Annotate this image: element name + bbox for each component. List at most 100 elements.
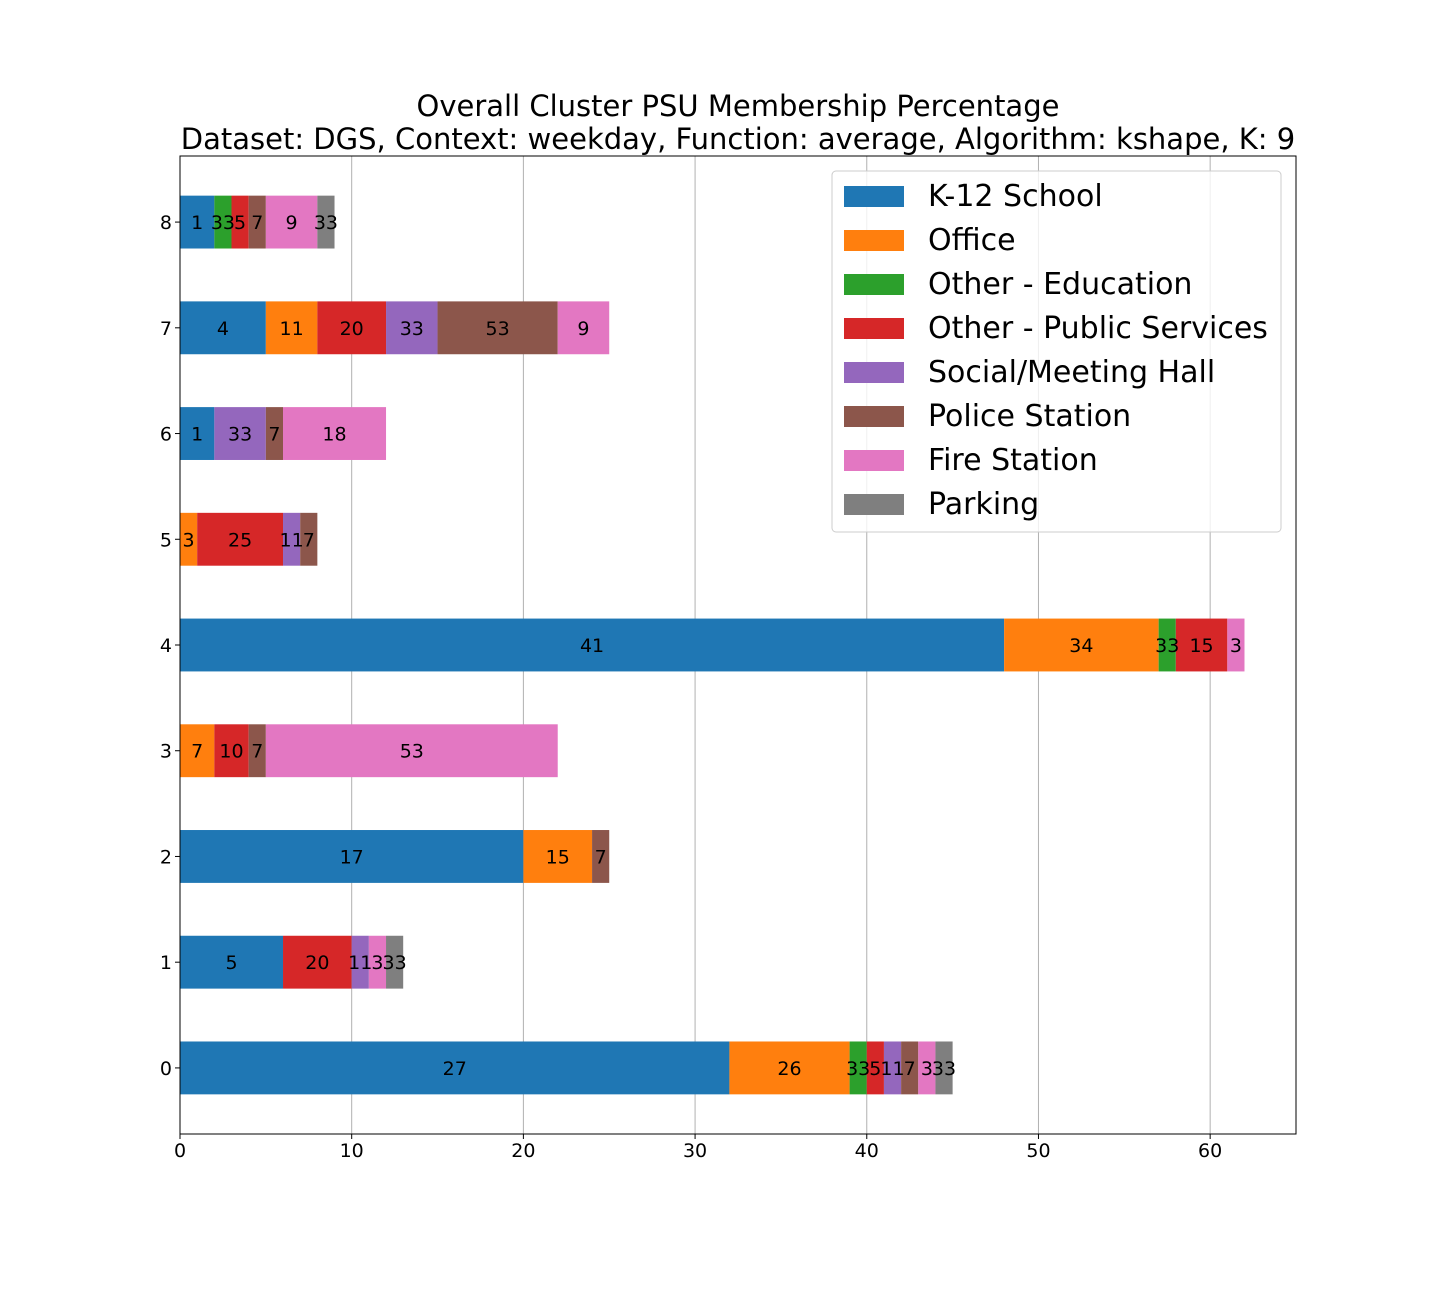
bar-segment: [317, 301, 387, 355]
legend-label: Police Station: [928, 399, 1131, 434]
bar-segment-label: 10: [219, 741, 243, 763]
bar-segment: [866, 1041, 884, 1095]
bar-segment: [180, 512, 198, 566]
bar-segment: [729, 1041, 850, 1095]
bar-segment: [180, 830, 524, 883]
bar-segment: [1004, 618, 1159, 672]
bar-segment-label: 7: [303, 529, 315, 551]
bar-segment-label: 20: [340, 318, 364, 340]
bar-segment-label: 1: [191, 212, 203, 234]
bar-segment-label: 3: [921, 1058, 933, 1080]
bar-segment-label: 53: [486, 318, 510, 340]
bar-segment: [265, 724, 558, 778]
bar-segment-label: 9: [286, 212, 298, 234]
bar-segment-label: 7: [268, 424, 280, 446]
x-tick-label: 10: [340, 1140, 364, 1162]
x-axis: 0 10 20 30 40 50 60: [174, 1134, 1222, 1162]
legend-label: Office: [928, 223, 1016, 258]
bar-segment-label: 34: [1069, 635, 1093, 657]
bar-segment-label: 7: [191, 741, 203, 763]
bar-segment-label: 4: [217, 318, 229, 340]
legend-swatch: [844, 230, 904, 251]
bar-segment: [231, 195, 249, 249]
bar-segment: [437, 301, 558, 355]
x-tick-label: 40: [855, 1140, 879, 1162]
bar-segment: [386, 935, 404, 989]
bar-segment-label: 7: [251, 212, 263, 234]
bar-segment: [883, 1041, 902, 1095]
bar-segment: [265, 301, 318, 355]
y-tick-label: 7: [160, 318, 172, 340]
bar-segment-label: 33: [400, 318, 424, 340]
bar-segment: [1175, 618, 1228, 672]
legend-swatch: [844, 406, 904, 427]
legend-swatch: [844, 274, 904, 295]
bar-segment-label: 11: [348, 952, 372, 974]
bar-segment-label: 33: [383, 952, 407, 974]
bar-segment-label: 20: [305, 952, 329, 974]
bar-segment-label: 33: [846, 1058, 870, 1080]
legend-swatch: [844, 494, 904, 515]
bar-segment: [180, 724, 215, 778]
bar-segment: [300, 512, 318, 566]
bar-segment: [180, 301, 266, 355]
bar-segment-label: 25: [228, 529, 252, 551]
bar-segment: [214, 407, 266, 460]
bar-segment: [901, 1041, 919, 1095]
legend-label: Fire Station: [928, 443, 1098, 478]
bar-segment-label: 33: [1155, 635, 1179, 657]
bar-segment: [180, 935, 284, 989]
bar-segment-label: 3: [371, 952, 383, 974]
bar-segment-label: 33: [228, 424, 252, 446]
y-tick-label: 2: [160, 846, 172, 868]
bar-segment-label: 3: [183, 529, 195, 551]
x-tick-label: 20: [511, 1140, 535, 1162]
bar-segment: [368, 935, 387, 989]
y-tick-label: 0: [160, 1058, 172, 1080]
legend-box: [831, 170, 1282, 533]
bar-segment: [1158, 618, 1176, 672]
y-tick-label: 8: [160, 212, 172, 234]
bar-segment-label: 41: [580, 635, 604, 657]
bar-segment: [592, 830, 610, 883]
bar-segment-label: 1: [191, 424, 203, 446]
bar-segment-label: 5: [234, 212, 246, 234]
bar-segment-label: 5: [225, 952, 237, 974]
chart-title: Overall Cluster PSU Membership Percentag…: [417, 89, 1060, 123]
legend-label: K-12 School: [928, 179, 1103, 214]
bar-segment-label: 18: [322, 424, 346, 446]
bar-segment-label: 11: [280, 318, 304, 340]
y-tick-label: 4: [160, 635, 172, 657]
bar-segment-label: 27: [443, 1058, 467, 1080]
legend-swatch: [844, 362, 904, 383]
bar-segment-label: 3: [1230, 635, 1242, 657]
bar-segment: [935, 1041, 953, 1095]
bar-segment: [283, 512, 301, 566]
bar-segment-label: 7: [904, 1058, 916, 1080]
y-tick-label: 1: [160, 952, 172, 974]
bar-segment-label: 11: [280, 529, 304, 551]
bar-segment: [197, 512, 284, 566]
x-tick-label: 50: [1026, 1140, 1050, 1162]
legend-label: Social/Meeting Hall: [928, 355, 1215, 390]
bar-segment: [265, 407, 284, 460]
bar-segment-label: 33: [211, 212, 235, 234]
bar-segment-label: 15: [1189, 635, 1213, 657]
bar-segment: [248, 724, 266, 778]
bar-segment-label: 7: [251, 741, 263, 763]
legend-swatch: [844, 450, 904, 471]
x-tick-label: 0: [174, 1140, 186, 1162]
x-tick-label: 60: [1198, 1140, 1222, 1162]
bars: [180, 195, 1245, 1095]
y-tick-label: 3: [160, 741, 172, 763]
bar-segment: [180, 618, 1005, 672]
legend-label: Parking: [928, 487, 1039, 522]
bar-segment: [180, 407, 215, 460]
bar-segment-label: 11: [880, 1058, 904, 1080]
bar-segment-label: 26: [777, 1058, 801, 1080]
legend-label: Other - Public Services: [928, 311, 1268, 346]
bar-segment: [214, 724, 249, 778]
y-tick-label: 6: [160, 424, 172, 446]
legend-swatch: [844, 318, 904, 339]
